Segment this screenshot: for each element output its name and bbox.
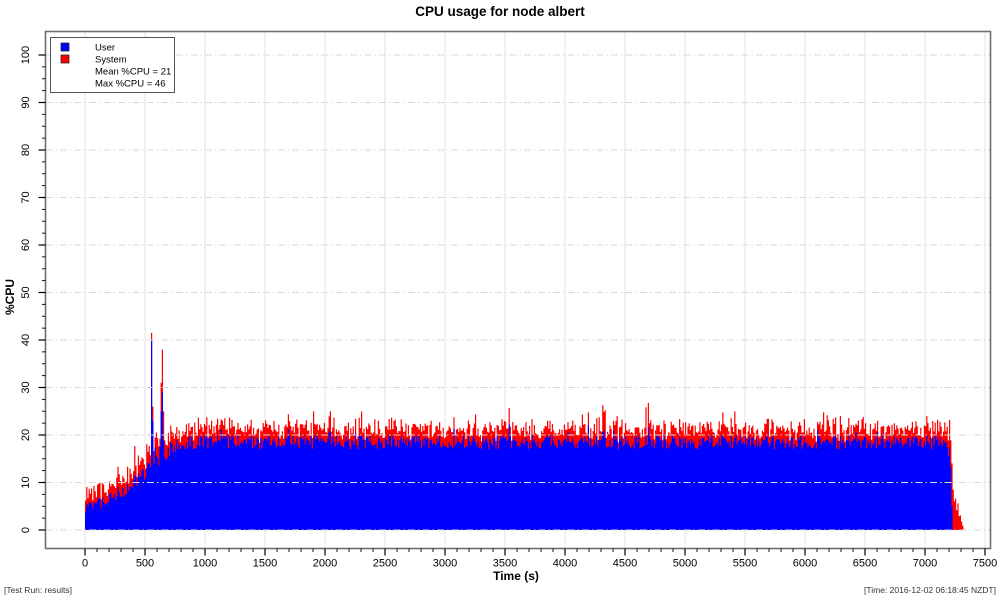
x-tick-label: 2500 — [373, 558, 397, 570]
y-tick-label: 40 — [20, 334, 32, 346]
x-tick-label: 6000 — [793, 558, 817, 570]
y-tick-labels: 0 10 20 30 40 50 60 70 80 90 100 — [20, 46, 32, 533]
y-tick-label: 0 — [20, 527, 32, 533]
footer-test-run: [Test Run: results] — [4, 585, 72, 595]
x-tick-label: 3500 — [493, 558, 517, 570]
x-tick-label: 3000 — [433, 558, 457, 570]
legend-box: User System Mean %CPU = 21 Max %CPU = 46 — [50, 37, 175, 93]
y-tick-label: 60 — [20, 239, 32, 251]
y-tick-label: 10 — [20, 476, 32, 488]
y-tick-label: 20 — [20, 429, 32, 441]
x-tick-label: 5500 — [733, 558, 757, 570]
x-tick-label: 4000 — [553, 558, 577, 570]
legend-stat-max: Max %CPU = 46 — [95, 79, 166, 90]
legend-label-system: System — [95, 55, 127, 66]
x-tick-label: 7500 — [973, 558, 997, 570]
x-tick-label: 5000 — [673, 558, 697, 570]
plot-border — [44, 30, 992, 550]
y-axis-label: %CPU — [3, 279, 17, 315]
footer-timestamp: [Time: 2016-12-02 06:18:45 NZDT] — [864, 585, 996, 595]
y-tick-label: 50 — [20, 286, 32, 298]
y-tick-label: 30 — [20, 381, 32, 393]
x-tick-label: 4500 — [613, 558, 637, 570]
legend-swatch-system — [60, 54, 70, 64]
x-axis-label: Time (s) — [493, 569, 539, 583]
legend-stat-mean: Mean %CPU = 21 — [95, 67, 171, 78]
x-tick-label: 1000 — [193, 558, 217, 570]
legend-label-user: User — [95, 43, 115, 54]
y-tick-label: 100 — [20, 46, 32, 64]
legend-frame — [50, 37, 175, 93]
x-tick-label: 1500 — [253, 558, 277, 570]
legend-swatch-user — [60, 42, 70, 52]
x-tick-label: 0 — [82, 558, 88, 570]
x-tick-labels: 0 500 1000 1500 2000 2500 3000 3500 4000 4500 5000… — [82, 558, 997, 570]
y-tick-label: 80 — [20, 144, 32, 156]
horizontal-gridlines — [45, 54, 991, 531]
chart-title: CPU usage for node albert — [415, 4, 585, 19]
data-series — [85, 332, 964, 530]
y-tick-label: 90 — [20, 96, 32, 108]
x-tick-label: 6500 — [853, 558, 877, 570]
y-tick-label: 70 — [20, 191, 32, 203]
x-tick-label: 7000 — [913, 558, 937, 570]
x-tick-label: 2000 — [313, 558, 337, 570]
x-tick-label: 500 — [136, 558, 154, 570]
axis-ticks — [38, 54, 986, 556]
